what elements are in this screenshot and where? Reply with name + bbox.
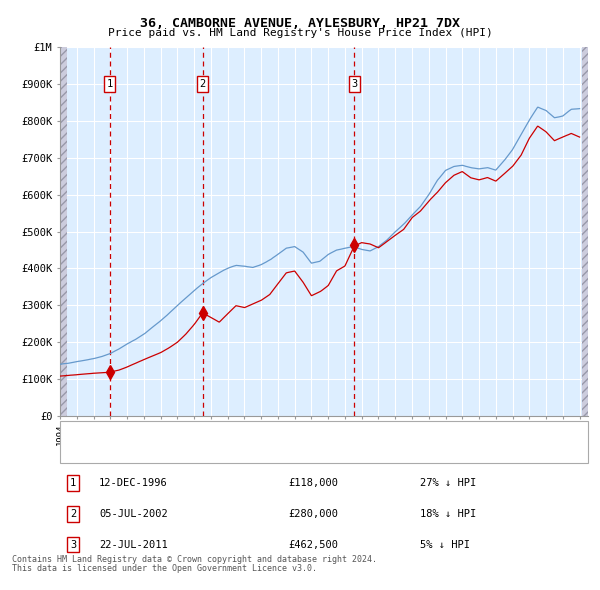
Text: £462,500: £462,500	[288, 540, 338, 549]
Text: 3: 3	[351, 79, 358, 89]
Text: £280,000: £280,000	[288, 509, 338, 519]
Text: 1: 1	[70, 478, 76, 488]
Text: £118,000: £118,000	[288, 478, 338, 488]
Text: This data is licensed under the Open Government Licence v3.0.: This data is licensed under the Open Gov…	[12, 565, 317, 573]
Text: 22-JUL-2011: 22-JUL-2011	[99, 540, 168, 549]
Text: 3: 3	[70, 540, 76, 549]
Bar	[582, 47, 590, 416]
Text: Contains HM Land Registry data © Crown copyright and database right 2024.: Contains HM Land Registry data © Crown c…	[12, 555, 377, 564]
Text: 27% ↓ HPI: 27% ↓ HPI	[420, 478, 476, 488]
Text: 18% ↓ HPI: 18% ↓ HPI	[420, 509, 476, 519]
Bar	[60, 47, 67, 416]
Text: 2: 2	[199, 79, 206, 89]
Text: 05-JUL-2002: 05-JUL-2002	[99, 509, 168, 519]
Text: 2: 2	[70, 509, 76, 519]
Text: 36, CAMBORNE AVENUE, AYLESBURY, HP21 7DX (detached house): 36, CAMBORNE AVENUE, AYLESBURY, HP21 7DX…	[105, 428, 440, 438]
Text: 12-DEC-1996: 12-DEC-1996	[99, 478, 168, 488]
Text: 5% ↓ HPI: 5% ↓ HPI	[420, 540, 470, 549]
Text: HPI: Average price, detached house, Buckinghamshire: HPI: Average price, detached house, Buck…	[105, 446, 404, 456]
Text: 1: 1	[106, 79, 113, 89]
Text: Price paid vs. HM Land Registry's House Price Index (HPI): Price paid vs. HM Land Registry's House …	[107, 28, 493, 38]
Text: 36, CAMBORNE AVENUE, AYLESBURY, HP21 7DX: 36, CAMBORNE AVENUE, AYLESBURY, HP21 7DX	[140, 17, 460, 30]
